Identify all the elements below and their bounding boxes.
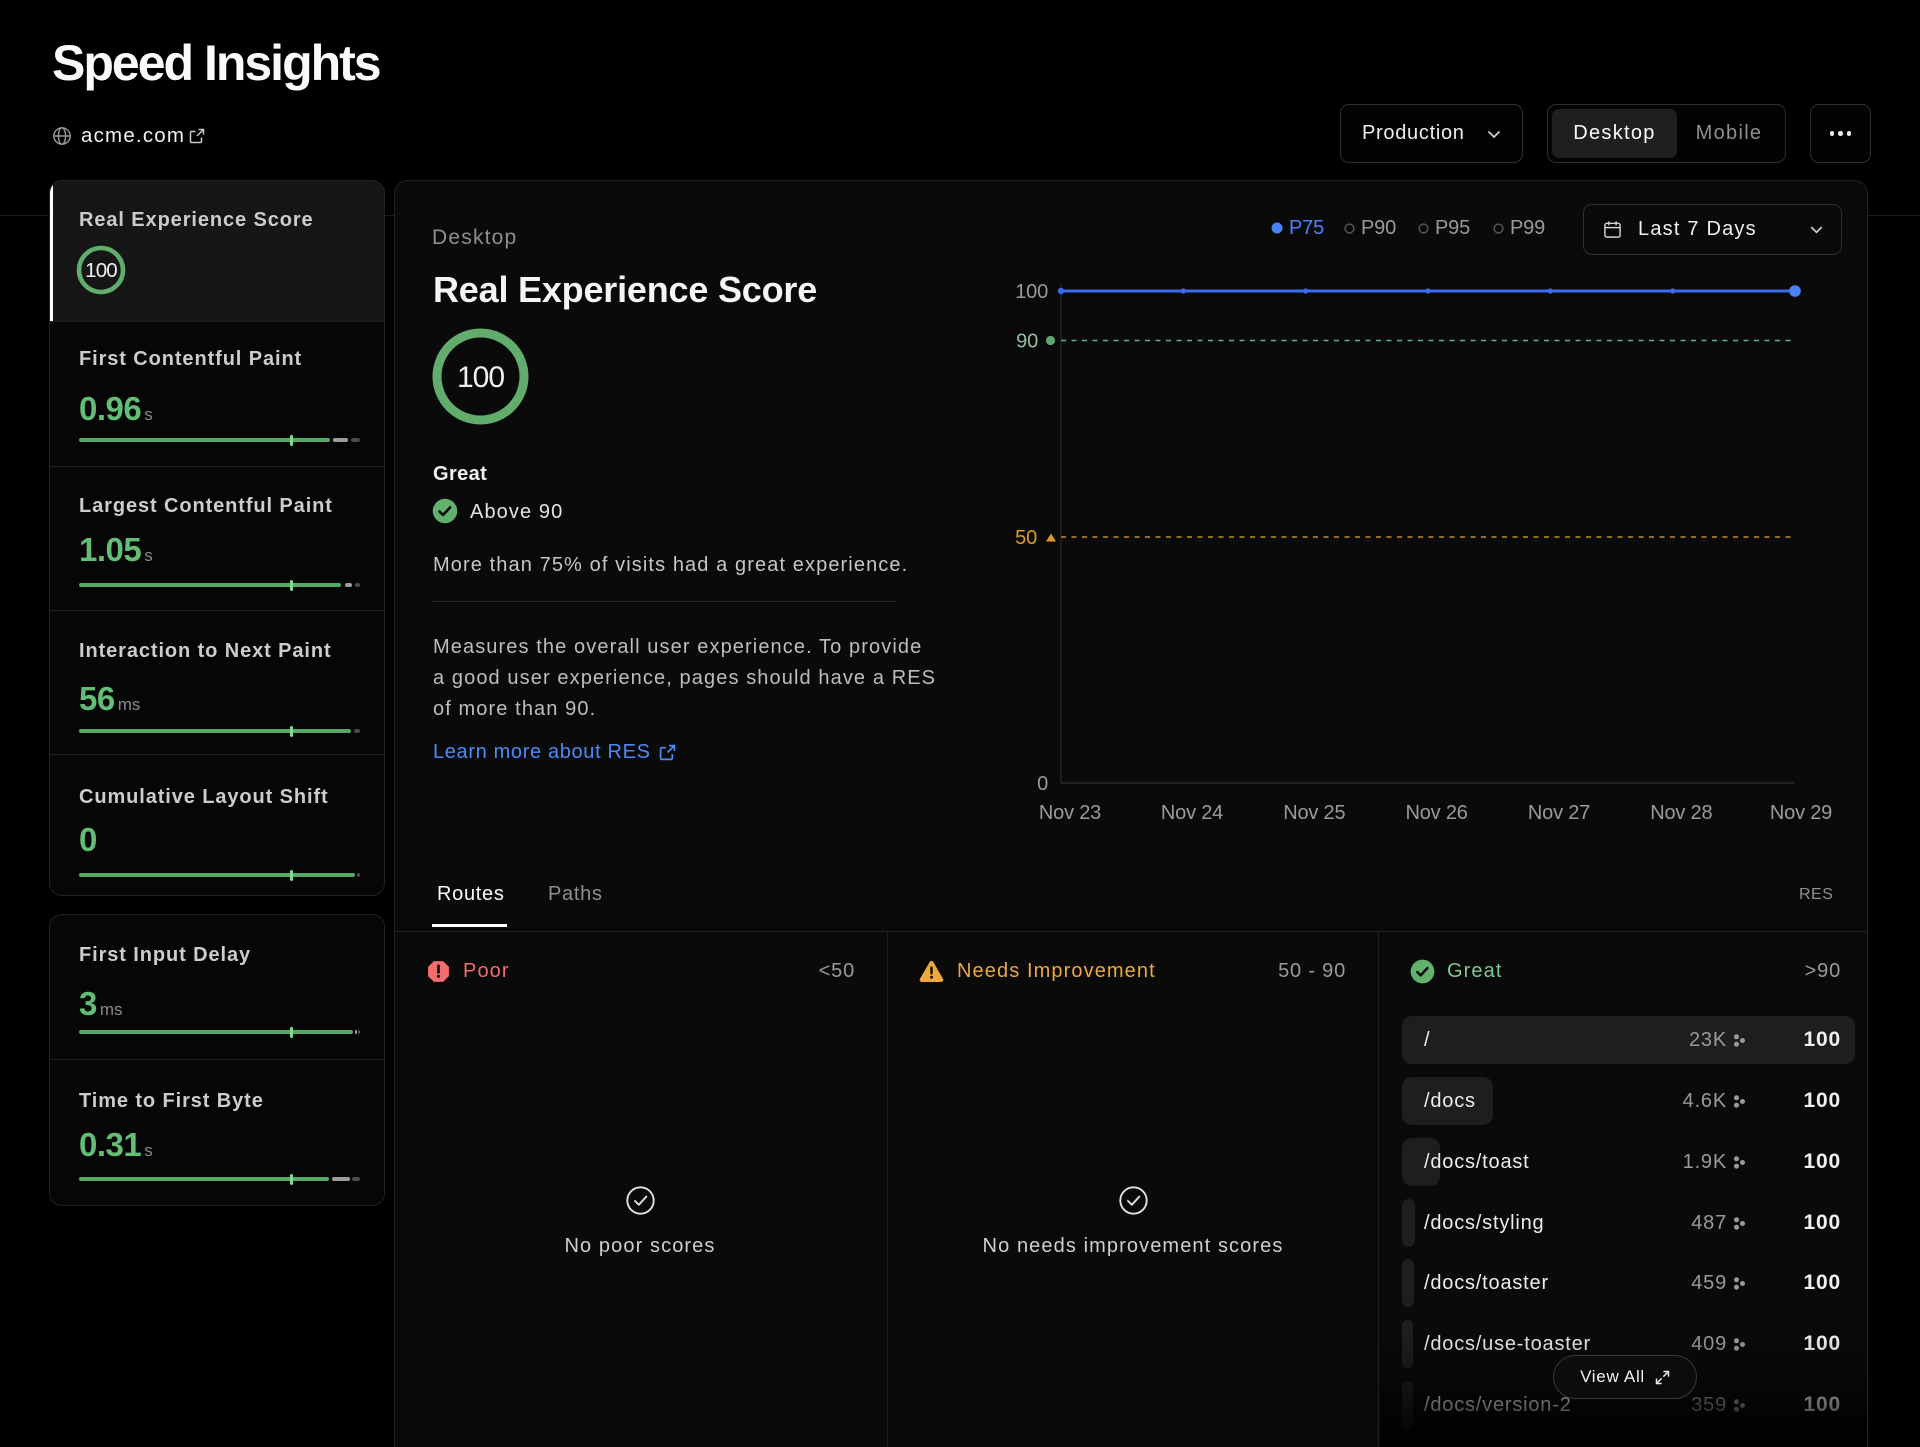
svg-text:Nov 24: Nov 24 — [1161, 802, 1223, 824]
svg-text:0: 0 — [1037, 773, 1048, 795]
svg-text:Nov 25: Nov 25 — [1283, 802, 1345, 824]
svg-text:50: 50 — [1015, 527, 1037, 549]
svg-text:100: 100 — [85, 259, 117, 282]
svg-text:Nov 28: Nov 28 — [1650, 802, 1712, 824]
svg-text:Nov 26: Nov 26 — [1406, 802, 1468, 824]
svg-text:Nov 23: Nov 23 — [1039, 802, 1101, 824]
svg-text:Nov 29: Nov 29 — [1770, 802, 1832, 824]
svg-text:Nov 27: Nov 27 — [1528, 802, 1590, 824]
svg-text:100: 100 — [457, 361, 504, 394]
svg-text:90: 90 — [1016, 331, 1038, 353]
svg-text:100: 100 — [1015, 281, 1048, 303]
